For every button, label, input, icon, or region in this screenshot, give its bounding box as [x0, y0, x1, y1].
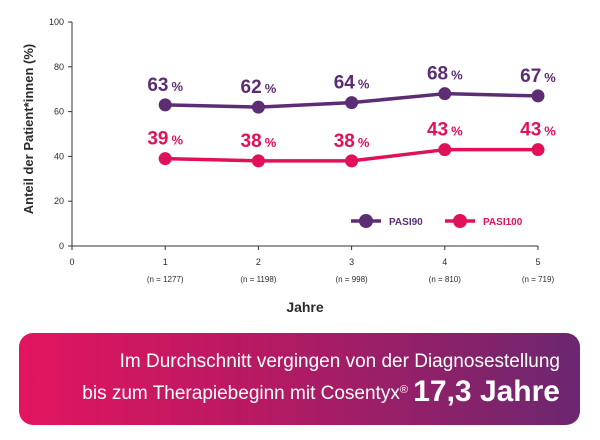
data-point	[531, 143, 545, 157]
sample-size-label: (n = 810)	[429, 275, 462, 284]
data-label: 43%	[520, 120, 556, 141]
sample-size-label: (n = 1198)	[240, 275, 276, 284]
data-point	[438, 143, 452, 157]
banner-line-2: bis zum Therapiebeginn mit Cosentyx® 17,…	[39, 374, 560, 410]
series-pasi90: 63% 62% 64% 68% 67%	[147, 64, 556, 114]
x-tick-label: 3	[349, 257, 354, 267]
y-axis-label: Anteil der Patient*innen (%)	[21, 44, 36, 214]
data-label: 38%	[334, 131, 370, 152]
data-label: 43%	[427, 120, 463, 141]
data-point	[438, 87, 452, 101]
data-label: 68%	[427, 64, 463, 85]
summary-banner: Im Durchschnitt vergingen von der Diagno…	[19, 333, 580, 425]
legend-swatch-marker	[453, 214, 467, 228]
x-tick-label: 4	[442, 257, 447, 267]
banner-highlight-value: 17,3 Jahre	[413, 375, 560, 408]
data-point	[158, 152, 172, 166]
sample-size-label: (n = 1277)	[147, 275, 184, 284]
line-chart: 0 20 40 60 80 100 0 1 2 3 4 5 (n = 1277) (n = 1198) (n…	[21, 17, 556, 315]
data-point	[531, 89, 545, 103]
banner-line-1: Im Durchschnitt vergingen von der Diagno…	[119, 351, 560, 372]
data-point	[345, 96, 359, 110]
legend-label: PASI100	[483, 217, 523, 228]
legend-swatch-marker	[359, 214, 373, 228]
y-tick-label: 20	[54, 196, 64, 206]
data-label: 64%	[334, 73, 370, 94]
data-label: 39%	[147, 129, 183, 150]
x-tick-label: 1	[163, 257, 168, 267]
x-axis-label: Jahre	[286, 299, 324, 315]
data-label: 62%	[241, 77, 277, 98]
y-tick-label: 100	[49, 17, 64, 27]
x-tick-label: 0	[69, 257, 74, 267]
y-tick-label: 80	[54, 62, 64, 72]
data-point	[345, 154, 359, 168]
x-tick-label: 2	[256, 257, 261, 267]
y-tick-label: 60	[54, 107, 64, 117]
y-tick-label: 40	[54, 151, 64, 161]
data-label: 38%	[241, 131, 277, 152]
data-point	[251, 100, 265, 114]
series-pasi100: 39% 38% 38 % 43% 43%	[147, 120, 556, 168]
data-point	[158, 98, 172, 112]
data-label: 67%	[520, 66, 556, 87]
axis-ticks: 0 20 40 60 80 100 0 1 2 3 4 5 (n = 1277) (n = 1198) (n…	[49, 17, 554, 284]
legend-label: PASI90	[389, 217, 423, 228]
x-tick-label: 5	[535, 257, 540, 267]
sample-size-label: (n = 719)	[522, 275, 555, 284]
registered-mark: ®	[399, 384, 408, 396]
legend-item-pasi90: PASI90	[351, 214, 423, 228]
series-layer: 63% 62% 64% 68% 67 % 39% 38% 38 % 43% 43%	[147, 64, 556, 168]
data-label: 63%	[147, 75, 183, 96]
data-point	[251, 154, 265, 168]
sample-size-label: (n = 998)	[335, 275, 368, 284]
chart-axes	[71, 22, 538, 247]
legend-item-pasi100: PASI100	[445, 214, 523, 228]
banner-line-2-text: bis zum Therapiebeginn mit Cosentyx	[82, 383, 400, 404]
chart-legend: PASI90 PASI100	[351, 214, 523, 228]
y-tick-label: 0	[59, 241, 64, 251]
